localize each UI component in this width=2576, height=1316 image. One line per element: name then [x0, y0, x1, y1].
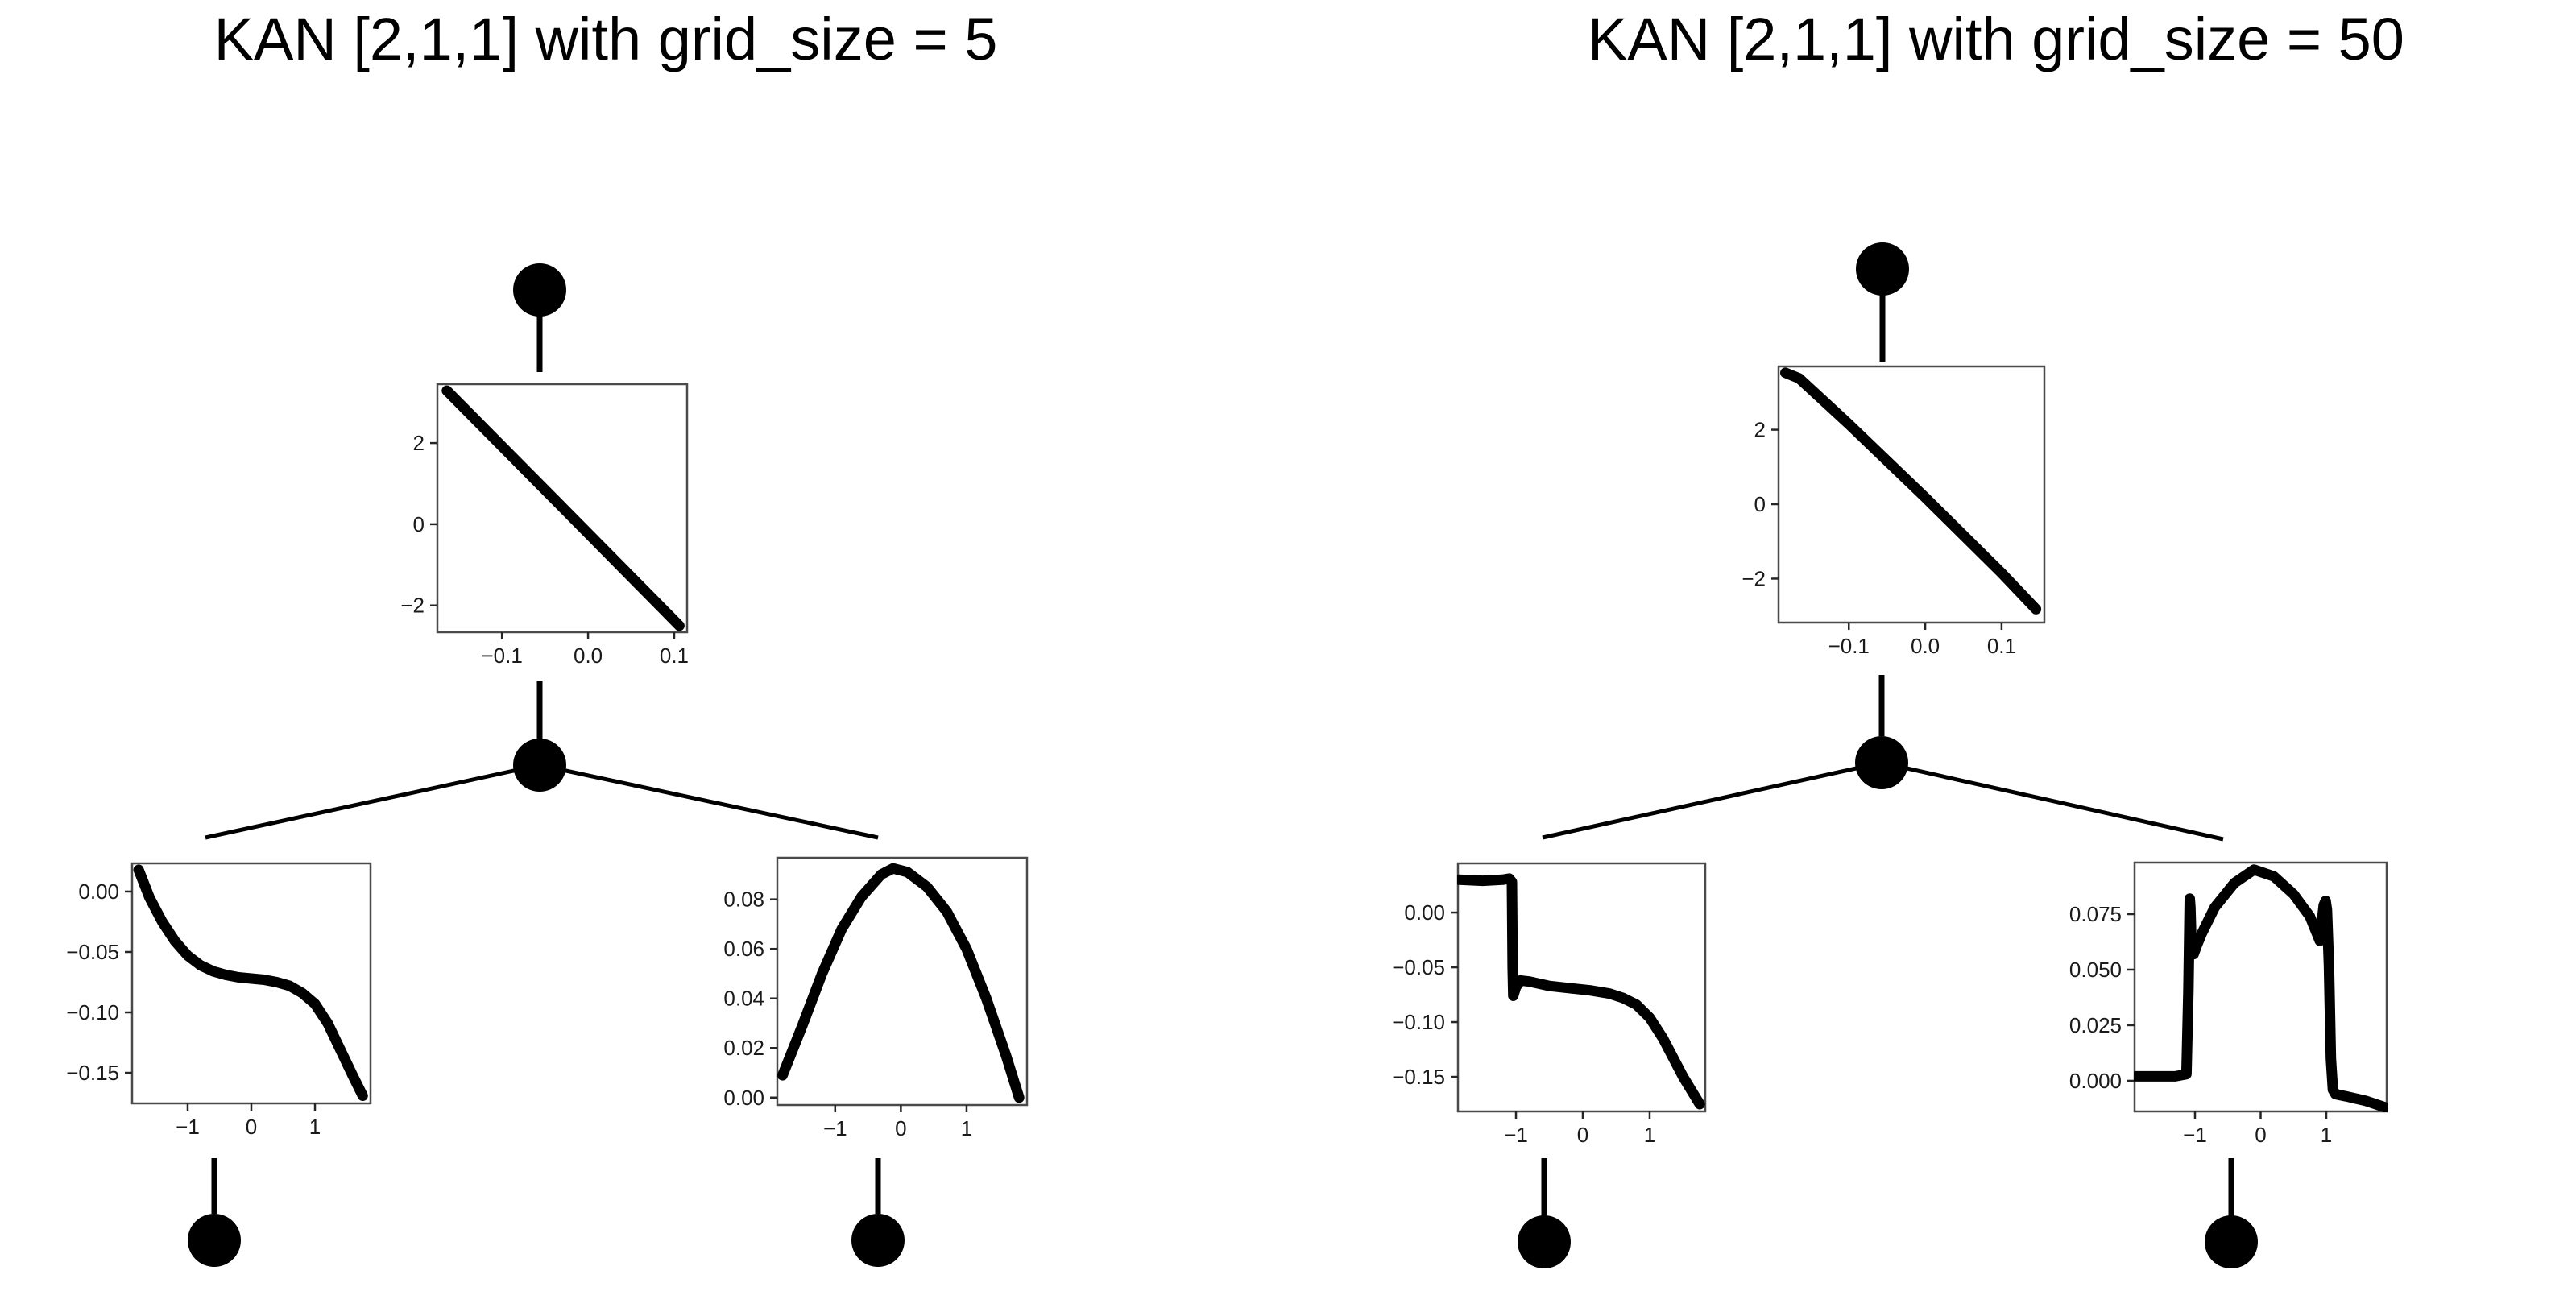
x-tick-label: 1 [961, 1116, 972, 1140]
x-tick-label: 0 [2255, 1123, 2266, 1147]
x-tick-label: −1 [823, 1116, 847, 1140]
input-node-2 [2205, 1215, 2258, 1268]
activation-plot-top: −0.1 0.0 0.1 2 0 −2 [1741, 365, 2046, 658]
output-node [513, 263, 566, 317]
y-tick-label: 0.08 [723, 888, 764, 912]
activation-curve [1457, 873, 1705, 1110]
network-edge [1881, 760, 2224, 842]
y-tick-label: 2 [413, 431, 425, 455]
x-tick-label: 0.0 [1911, 634, 1940, 658]
x-tick-label: 0.0 [574, 644, 603, 668]
hidden-node [513, 739, 566, 792]
y-tick-label: −0.15 [1392, 1065, 1445, 1089]
y-tick-label: −0.10 [66, 1000, 119, 1024]
x-tick-label: 1 [2321, 1123, 2332, 1147]
y-tick-label: −2 [1741, 566, 1766, 590]
x-tick-label: −1 [2183, 1123, 2207, 1147]
network-edge [539, 763, 879, 840]
network-edge [205, 763, 540, 840]
hidden-node [1855, 736, 1908, 789]
output-node [1856, 242, 1909, 296]
input-node-2 [851, 1214, 905, 1267]
activation-curve [133, 864, 368, 1101]
x-tick-label: 0.1 [660, 644, 689, 668]
x-tick-label: −0.1 [482, 644, 523, 668]
activation-curve [777, 863, 1025, 1103]
plot-box [776, 856, 1029, 1107]
activation-plot-bottom-right: −1 0 1 0.08 0.06 0.04 0.02 0.00 [723, 856, 1029, 1140]
input-node-1 [188, 1214, 241, 1267]
x-tick-label: 0 [246, 1115, 257, 1139]
x-tick-label: 0 [895, 1116, 906, 1140]
y-tick-label: 0.02 [723, 1036, 764, 1060]
y-tick-label: −0.10 [1392, 1010, 1445, 1034]
x-tick-label: 0.1 [1987, 634, 2016, 658]
y-tick-label: −0.05 [66, 940, 119, 964]
y-tick-label: −2 [400, 594, 425, 618]
x-tick-label: 1 [309, 1115, 321, 1139]
x-tick-label: 1 [1644, 1123, 1655, 1147]
y-tick-label: 2 [1754, 418, 1766, 442]
y-tick-label: 0.000 [2069, 1069, 2122, 1093]
x-tick-label: 0 [1577, 1123, 1588, 1147]
activation-curve [1780, 367, 2042, 615]
activation-plot-bottom-left: −1 0 1 0.00 −0.05 −0.10 −0.15 [66, 862, 372, 1139]
y-tick-label: 0.025 [2069, 1013, 2122, 1037]
input-node-1 [1518, 1215, 1571, 1268]
y-tick-label: 0.06 [723, 937, 764, 961]
y-tick-label: 0 [413, 512, 425, 536]
y-tick-label: 0.00 [78, 879, 119, 904]
plot-box [1777, 365, 2046, 624]
y-tick-label: 0 [1754, 492, 1766, 516]
y-tick-label: −0.05 [1392, 955, 1445, 979]
panel-title-right: KAN [2,1,1] with grid_size = 50 [1588, 6, 2404, 72]
activation-plot-top: −0.1 0.0 0.1 2 0 −2 [400, 383, 689, 668]
x-tick-label: −1 [1504, 1123, 1528, 1147]
y-tick-label: 0.075 [2069, 902, 2122, 926]
network-edge [1542, 760, 1882, 840]
activation-plot-bottom-right: −1 0 1 0.075 0.050 0.025 0.000 [2069, 861, 2388, 1147]
y-tick-label: 0.04 [723, 987, 764, 1011]
x-tick-label: −1 [176, 1115, 200, 1139]
activation-curve [441, 385, 685, 631]
y-tick-label: −0.15 [66, 1061, 119, 1085]
y-tick-label: 0.00 [723, 1086, 764, 1110]
panel-title-left: KAN [2,1,1] with grid_size = 5 [213, 6, 998, 72]
activation-plot-bottom-left: −1 0 1 0.00 −0.05 −0.10 −0.15 [1392, 862, 1707, 1147]
x-tick-label: −0.1 [1828, 634, 1870, 658]
y-tick-label: 0.050 [2069, 958, 2122, 982]
activation-curve [2134, 864, 2388, 1112]
y-tick-label: 0.00 [1404, 900, 1445, 925]
